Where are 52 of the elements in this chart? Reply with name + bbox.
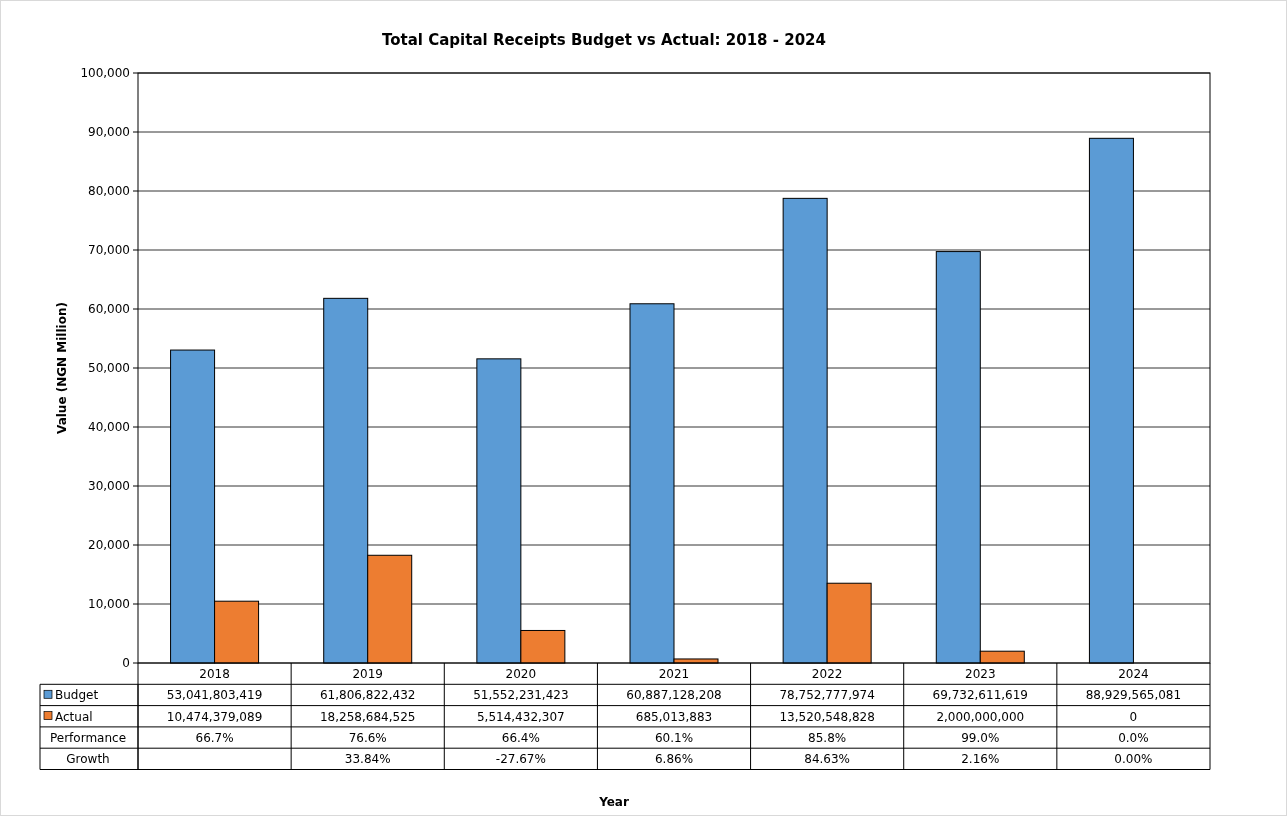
legend-label: Actual [55,709,93,724]
text: 2.16% [961,752,1000,767]
y-axis-title: Value (NGN Million) [55,302,69,434]
y-tick-label: 0 [122,656,130,670]
y-tick-label: 70,000 [88,243,130,257]
text: 0 [1129,709,1138,724]
text: 88,929,565,081 [1085,688,1182,703]
y-tick-label: 60,000 [88,302,130,316]
y-tick-label: 30,000 [88,479,130,493]
text: 0.0% [1118,730,1149,745]
y-tick-label: 100,000 [80,66,130,80]
text: 0.00% [1114,752,1153,767]
x-tick-label: 2018 [199,667,230,681]
chart-title: Total Capital Receipts Budget vs Actual: 2018 - 2024 [382,31,826,49]
text: 51,552,231,423 [473,688,569,703]
text: 60.1% [654,730,694,745]
text: 53,041,803,419 [166,688,263,703]
x-tick-label: 2022 [811,667,843,681]
text: 78,752,777,974 [779,688,875,703]
legend-label: Budget [55,688,99,703]
text: 33.84% [344,752,391,767]
x-tick-label: 2020 [505,667,537,681]
text: 10,474,379,089 [166,709,263,724]
y-tick-label: 90,000 [88,125,130,139]
y-tick-label: 80,000 [88,184,130,198]
text: 85.8% [808,730,847,745]
text: 84.63% [804,752,851,767]
text: Performance [49,730,127,745]
text: Year [598,795,629,809]
text: 69,732,611,619 [932,688,1028,703]
y-tick-label: 50,000 [88,361,130,375]
text: 76.6% [348,730,387,745]
y-tick-label: 40,000 [88,420,130,434]
text: 60,887,128,208 [626,688,722,703]
text: 66.7% [195,730,234,745]
x-tick-label: 2021 [658,667,690,681]
x-tick-label: 2024 [1118,667,1149,681]
text: 13,520,548,828 [779,709,875,724]
text: -27.67% [495,752,546,767]
text: Growth [66,752,110,767]
text: 66.4% [501,730,540,745]
text: 6.86% [654,752,694,767]
text: 18,258,684,525 [320,709,416,724]
y-tick-label: 20,000 [88,538,130,552]
text: 99.0% [961,730,1000,745]
x-tick-label: 2019 [352,667,383,681]
x-tick-label: 2023 [965,667,996,681]
text: 2,000,000,000 [936,709,1025,724]
text: 61,806,822,432 [320,688,416,703]
text: 5,514,432,307 [476,709,565,724]
y-tick-label: 10,000 [88,597,130,611]
text: 685,013,883 [635,709,713,724]
